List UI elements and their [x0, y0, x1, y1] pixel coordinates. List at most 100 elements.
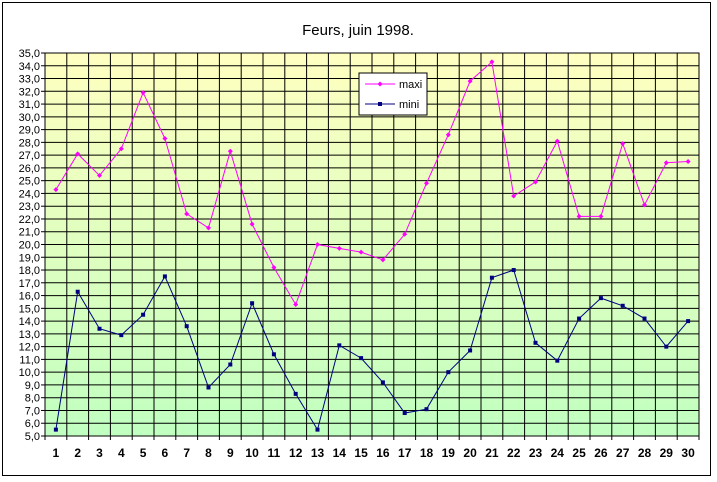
y-tick-label: 23,0 — [19, 201, 40, 213]
y-tick-label: 27,0 — [19, 150, 40, 162]
data-point-maxi — [53, 187, 59, 193]
y-tick-label: 8,0 — [25, 393, 40, 405]
y-tick-label: 22,0 — [19, 214, 40, 226]
x-tick-label: 12 — [289, 446, 303, 460]
series-line-mini — [55, 269, 689, 431]
y-tick-label: 6,0 — [25, 418, 40, 430]
data-point-mini — [402, 411, 407, 416]
data-point-maxi — [533, 179, 538, 185]
data-point-mini — [664, 344, 669, 349]
data-point-maxi — [184, 211, 190, 217]
data-point-mini — [577, 316, 582, 321]
y-tick-label: 28,0 — [19, 137, 40, 149]
data-point-maxi — [424, 180, 429, 186]
chart-svg: Feurs, juin 1998. 5,06,07,08,09,010,011,… — [19, 22, 700, 460]
x-tick-label: 17 — [398, 446, 412, 460]
x-tick-label: 20 — [463, 446, 477, 460]
data-point-mini — [620, 303, 625, 308]
data-point-maxi — [402, 231, 408, 237]
data-point-maxi — [315, 242, 320, 247]
data-point-maxi — [467, 78, 473, 84]
x-tick-label: 14 — [333, 446, 347, 460]
data-point-mini — [184, 324, 189, 329]
y-tick-label: 19,0 — [19, 252, 40, 264]
data-point-mini — [686, 319, 691, 324]
x-tick-label: 9 — [227, 446, 234, 460]
x-tick-label: 13 — [311, 446, 325, 460]
y-tick-label: 34,0 — [19, 61, 40, 73]
y-tick-label: 5,0 — [25, 431, 40, 443]
y-tick-label: 16,0 — [19, 291, 40, 303]
x-tick-label: 27 — [616, 446, 630, 460]
data-point-mini — [315, 427, 320, 432]
data-point-mini — [75, 289, 80, 294]
y-tick-label: 25,0 — [19, 176, 40, 188]
data-point-maxi — [293, 302, 299, 308]
y-tick-label: 20,0 — [19, 240, 40, 252]
data-point-mini — [489, 275, 494, 280]
x-tick-label: 26 — [594, 446, 608, 460]
y-tick-label: 29,0 — [19, 125, 40, 137]
x-tick-label: 28 — [638, 446, 652, 460]
data-point-mini — [533, 340, 538, 345]
y-axis-ticks: 5,06,07,08,09,010,011,012,013,014,015,01… — [19, 48, 45, 443]
chart-frame: Feurs, juin 1998. 5,0 6,0 7,0 8,0 9,0 10,0 11,… — [2, 2, 711, 476]
x-tick-label: 6 — [162, 446, 169, 460]
data-point-maxi — [642, 202, 647, 208]
x-tick-label: 19 — [442, 446, 456, 460]
data-point-mini — [337, 343, 342, 348]
x-tick-label: 7 — [183, 446, 190, 460]
data-point-mini — [228, 362, 233, 367]
x-tick-label: 22 — [507, 446, 521, 460]
y-tick-label: 10,0 — [19, 367, 40, 379]
legend-marker-mini — [378, 102, 382, 106]
x-tick-label: 3 — [96, 446, 103, 460]
y-tick-label: 31,0 — [19, 99, 40, 111]
y-tick-label: 11,0 — [19, 354, 40, 366]
y-tick-label: 30,0 — [19, 112, 40, 124]
x-tick-label: 10 — [245, 446, 259, 460]
data-point-mini — [359, 356, 364, 361]
legend-label-mini: mini — [399, 99, 419, 111]
y-tick-label: 26,0 — [19, 163, 40, 175]
y-tick-label: 15,0 — [19, 303, 40, 315]
data-point-maxi — [663, 160, 669, 166]
data-point-mini — [162, 274, 167, 279]
data-point-maxi — [598, 213, 604, 219]
x-tick-label: 29 — [660, 446, 674, 460]
data-point-maxi — [97, 173, 102, 179]
y-tick-label: 33,0 — [19, 74, 40, 86]
x-tick-label: 30 — [681, 446, 695, 460]
legend-marker-maxi — [377, 81, 383, 87]
data-point-maxi — [249, 221, 255, 227]
series-maxi — [53, 59, 691, 308]
y-tick-label: 13,0 — [19, 329, 40, 341]
y-tick-label: 7,0 — [25, 405, 40, 417]
data-point-mini — [511, 268, 516, 273]
data-point-maxi — [358, 249, 364, 255]
x-tick-label: 5 — [140, 446, 147, 460]
y-tick-label: 32,0 — [19, 86, 40, 98]
y-tick-label: 9,0 — [25, 380, 40, 392]
data-point-maxi — [336, 245, 342, 251]
x-tick-label: 8 — [205, 446, 212, 460]
x-tick-label: 21 — [485, 446, 499, 460]
x-axis-ticks: 1 2 3 4 5 6 7 8 9 10 11 12 13 14 15 16 17 18 19 20 21 22 23 24 2… — [44, 436, 700, 460]
legend-box — [358, 72, 428, 116]
data-point-mini — [97, 326, 102, 331]
y-tick-label: 21,0 — [19, 227, 40, 239]
x-tick-label: 11 — [268, 446, 281, 460]
data-point-mini — [250, 301, 255, 306]
data-point-mini — [642, 316, 647, 321]
x-tick-label: 15 — [354, 446, 368, 460]
data-point-maxi — [380, 257, 386, 263]
data-point-mini — [53, 427, 58, 432]
y-tick-label: 35,0 — [19, 48, 40, 60]
data-point-maxi — [227, 148, 233, 154]
x-tick-label: 25 — [572, 446, 586, 460]
chart-title: Feurs, juin 1998. — [302, 22, 414, 39]
data-point-mini — [141, 312, 146, 317]
data-point-maxi — [271, 264, 277, 270]
legend: maxi mini — [358, 72, 428, 116]
data-point-mini — [293, 391, 298, 396]
